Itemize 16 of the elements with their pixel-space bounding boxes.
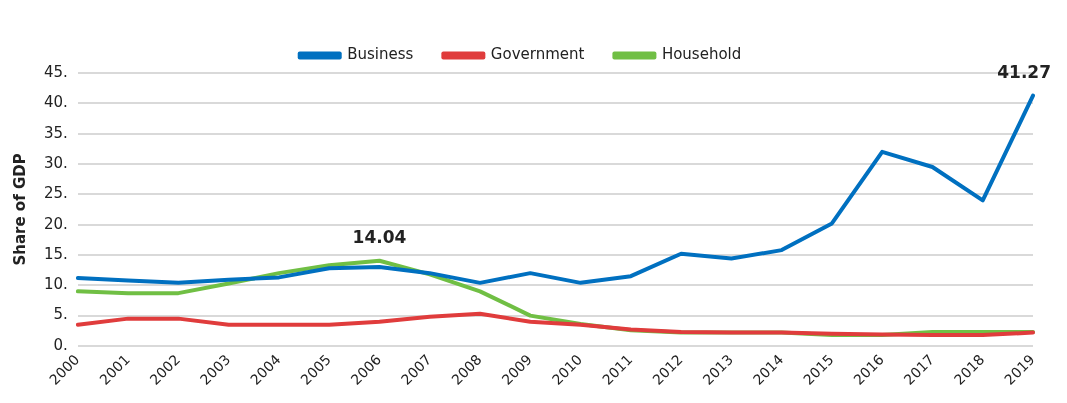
y-tick-label: 30. bbox=[44, 153, 68, 172]
y-tick-label: 25. bbox=[44, 184, 68, 203]
legend-label: Household bbox=[661, 45, 742, 64]
annotation: 14.04 bbox=[352, 226, 407, 247]
y-tick-label: 0. bbox=[53, 335, 68, 354]
legend-label: Government bbox=[490, 45, 585, 64]
y-tick-label: 5. bbox=[53, 305, 68, 324]
y-tick-label: 15. bbox=[44, 244, 68, 263]
legend-label: Business bbox=[347, 45, 414, 64]
y-tick-label: 10. bbox=[44, 275, 68, 294]
y-tick-label: 45. bbox=[44, 62, 68, 81]
y-tick-label: 35. bbox=[44, 123, 68, 142]
y-axis-title: Share of GDP bbox=[10, 153, 29, 266]
y-tick-label: 20. bbox=[44, 214, 68, 233]
annotation: 41.27 bbox=[997, 61, 1051, 82]
y-tick-label: 40. bbox=[44, 93, 68, 112]
